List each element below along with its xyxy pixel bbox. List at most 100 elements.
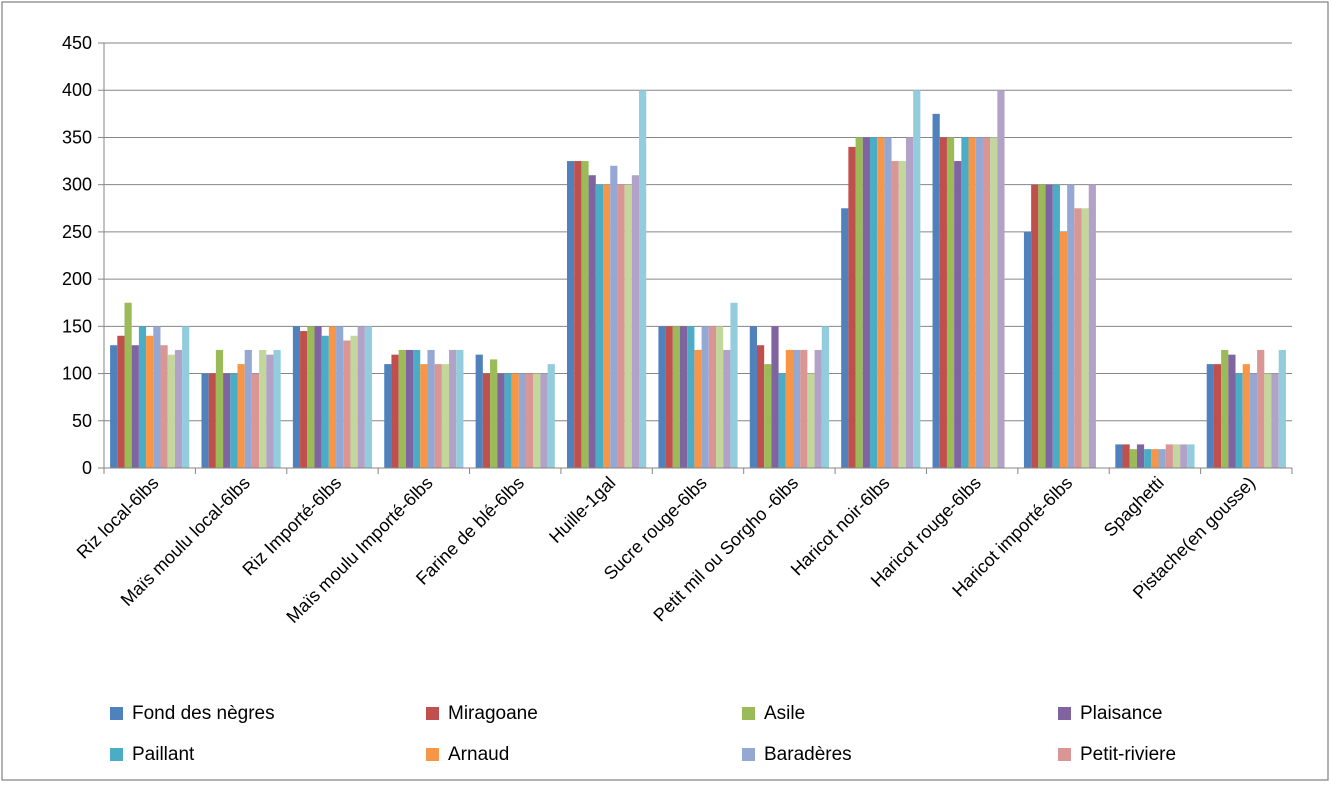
bar xyxy=(1136,444,1145,468)
bar xyxy=(574,161,582,469)
y-tick-label: 400 xyxy=(62,80,92,100)
bar xyxy=(117,335,125,468)
bar xyxy=(174,349,183,468)
bar xyxy=(961,137,969,468)
bar xyxy=(405,349,414,468)
bar xyxy=(785,349,793,468)
bar xyxy=(1235,373,1243,468)
bar xyxy=(939,137,947,468)
bar xyxy=(639,90,647,468)
legend-swatch xyxy=(110,707,123,720)
bar xyxy=(982,137,991,468)
bar xyxy=(990,137,998,468)
bar xyxy=(540,373,548,468)
bar xyxy=(694,349,702,468)
bar xyxy=(1271,373,1279,468)
legend-label: Baradères xyxy=(764,744,852,765)
bar xyxy=(1052,184,1060,468)
bar xyxy=(357,326,365,468)
legend-swatch xyxy=(426,748,439,761)
bar xyxy=(350,335,358,468)
bar xyxy=(314,326,322,468)
legend-label: Arnaud xyxy=(448,744,509,765)
bar xyxy=(547,364,555,468)
bar xyxy=(756,345,765,468)
bar xyxy=(328,326,337,468)
bar xyxy=(800,349,808,468)
y-tick-label: 250 xyxy=(62,222,92,242)
y-tick-label: 0 xyxy=(82,458,92,478)
bar xyxy=(975,137,983,468)
bar xyxy=(413,349,421,468)
bar xyxy=(581,161,589,469)
bar xyxy=(230,373,238,468)
bar xyxy=(658,326,666,468)
bar xyxy=(1023,231,1032,468)
bar xyxy=(968,137,976,468)
y-tick-label: 350 xyxy=(62,127,92,147)
bar xyxy=(1088,184,1096,468)
bar xyxy=(730,302,738,468)
bar xyxy=(701,326,709,468)
legend-label: Paillant xyxy=(132,744,195,765)
legend-label: Fond des nègres xyxy=(132,703,275,724)
bar xyxy=(723,349,731,468)
bar xyxy=(244,349,252,468)
bar xyxy=(665,326,673,468)
bar xyxy=(855,137,863,468)
bar xyxy=(526,373,534,468)
bar xyxy=(749,326,757,468)
bar xyxy=(1059,231,1068,468)
bar xyxy=(913,90,921,468)
bar xyxy=(997,90,1005,468)
bar xyxy=(1249,373,1258,468)
bar xyxy=(449,349,457,468)
legend: Fond des nègres Miragoane Asile Plaisance Pa… xyxy=(110,703,1176,765)
bar xyxy=(131,345,139,468)
bar xyxy=(1172,444,1181,468)
bar xyxy=(300,331,308,468)
bar xyxy=(603,184,611,468)
bar xyxy=(869,137,878,468)
bar xyxy=(1213,364,1222,468)
bar xyxy=(954,161,962,469)
bar xyxy=(110,345,118,468)
bar xyxy=(932,113,940,468)
bar xyxy=(273,349,281,468)
bar xyxy=(1115,444,1123,468)
bar xyxy=(441,364,450,468)
legend-swatch xyxy=(1058,748,1071,761)
bar xyxy=(1242,364,1250,468)
bar xyxy=(848,146,856,468)
bar xyxy=(201,373,209,468)
bar xyxy=(1158,449,1166,468)
bar xyxy=(792,349,801,468)
bar xyxy=(138,326,147,468)
y-tick-label: 100 xyxy=(62,364,92,384)
axes xyxy=(98,42,1293,474)
legend-swatch xyxy=(742,707,755,720)
bar xyxy=(475,354,483,468)
y-tick-label: 300 xyxy=(62,175,92,195)
bar xyxy=(764,364,772,468)
y-tick-label: 200 xyxy=(62,269,92,289)
legend-label: Petit-riviere xyxy=(1080,744,1176,765)
y-tick-label: 150 xyxy=(62,316,92,336)
bar xyxy=(771,326,779,468)
legend-swatch xyxy=(1058,707,1071,720)
bar xyxy=(420,364,428,468)
bar xyxy=(167,354,175,468)
bar xyxy=(223,373,231,468)
bar xyxy=(1074,208,1082,468)
bar xyxy=(391,354,399,468)
bar xyxy=(511,373,519,468)
bar xyxy=(384,364,392,468)
bar xyxy=(1151,449,1159,468)
bar xyxy=(497,373,505,468)
y-tick-label: 50 xyxy=(72,411,92,431)
bar xyxy=(292,326,301,468)
bar xyxy=(182,326,190,468)
bar xyxy=(434,364,442,468)
bar xyxy=(1278,349,1286,468)
